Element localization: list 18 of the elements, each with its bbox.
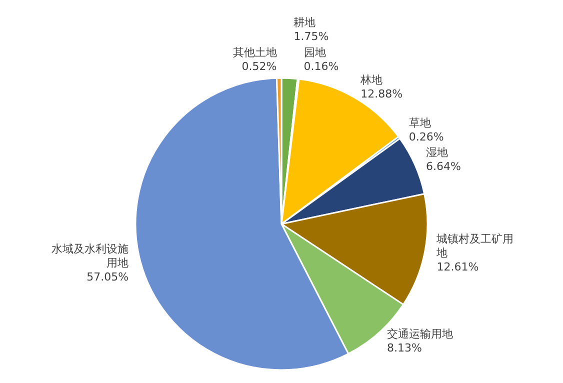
data-label: 57.05% [86,270,129,284]
slice-label: 水域及水利设施用地 [52,242,129,270]
slice-label: 城镇村及工矿用地 [436,232,514,260]
data-label: 0.16% [304,60,339,73]
data-label: 12.61% [436,260,479,274]
slice-label: 湿地 [426,146,448,160]
slice-label: 耕地 [294,16,316,29]
data-label: 6.64% [426,160,461,174]
data-label: 12.88% [360,87,403,100]
slice-label: 林地 [360,73,383,86]
data-label: 1.75% [294,30,329,43]
data-label: 0.52% [242,60,277,73]
data-label: 0.26% [408,130,444,144]
slice-label: 草地 [408,116,431,130]
slice-label: 其他土地 [232,46,277,59]
data-label: 8.13% [386,342,422,355]
slice-label: 园地 [304,46,326,59]
slice-label: 交通运输用地 [386,328,453,341]
